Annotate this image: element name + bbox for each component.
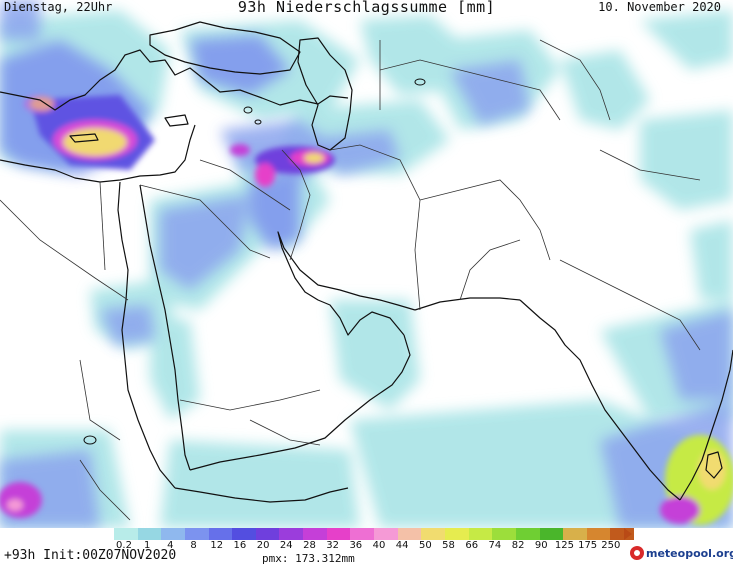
legend-label: 58 (442, 540, 455, 551)
coast-crete (69, 133, 99, 143)
legend-label: 12 (210, 540, 224, 551)
coast-india-east (679, 349, 733, 501)
legend-label: 74 (488, 540, 502, 551)
legend-swatch (468, 528, 493, 540)
lakes (83, 78, 426, 445)
coast-horn-africa (174, 487, 349, 503)
legend-swatch (444, 528, 469, 540)
legend-label: 16 (233, 540, 247, 551)
legend-swatch (515, 528, 540, 540)
legend-swatch (161, 528, 185, 540)
pmax-label: pmx: 173.312mm (262, 552, 355, 565)
coast-arabia-south (189, 334, 411, 471)
weekday-time-label: Dienstag, 22Uhr (4, 0, 113, 14)
legend-label: 8 (190, 540, 197, 551)
color-legend-labels: 0.2 1 4 8 12 16 20 24 28 32 36 40 44 50 58 66 74 82 90 125 1… (114, 540, 634, 552)
legend-swatch (397, 528, 422, 540)
coast-sri-lanka (705, 451, 723, 479)
legend-label: 44 (395, 540, 409, 551)
brand-text: meteopool.org (646, 546, 733, 560)
coast-india-west (519, 299, 681, 501)
legend-swatch (492, 528, 516, 540)
coast-iran-pakistan (414, 297, 521, 311)
legend-label: 175 (578, 540, 598, 551)
legend-swatch (303, 528, 327, 540)
legend-swatch (137, 528, 162, 540)
legend-label: 125 (554, 540, 574, 551)
legend-label: 50 (418, 540, 432, 551)
legend-label: 32 (326, 540, 339, 551)
map-title: 93h Niederschlagssumme [mm] (237, 0, 496, 16)
coast-red-sea-east (139, 184, 191, 471)
legend-label: 36 (349, 540, 363, 551)
precipitation-map (0, 0, 733, 528)
legend-swatch (326, 528, 351, 540)
init-label: +93h Init:00Z07NOV2020 (4, 548, 177, 563)
meteopool-logo[interactable]: meteopool.org (630, 546, 733, 560)
color-legend-bar (114, 528, 635, 540)
legend-swatch (350, 528, 375, 540)
legend-swatch (563, 528, 587, 540)
logo-mark-icon (630, 546, 644, 560)
coast-caspian-sea (297, 37, 353, 151)
precip-heavy-layer (0, 95, 733, 525)
legend-label: 250 (601, 540, 621, 551)
coast-persian-gulf (277, 231, 416, 336)
legend-label: 4 (167, 540, 174, 551)
coast-south-mediterranean (0, 124, 196, 183)
legend-overflow-arrow (624, 528, 632, 540)
legend-label: 82 (511, 540, 525, 551)
legend-label: 40 (372, 540, 386, 551)
legend-swatch (184, 528, 209, 540)
legend-swatch (539, 528, 564, 540)
national-borders (0, 39, 701, 521)
legend-swatch (586, 528, 611, 540)
legend-swatch (114, 528, 138, 540)
legend-label: 66 (465, 540, 479, 551)
legend-label: 1 (143, 540, 151, 551)
legend-label: 24 (279, 540, 293, 551)
legend-swatch (279, 528, 304, 540)
legend-swatch (255, 528, 280, 540)
legend-swatch (232, 528, 256, 540)
coast-red-sea-west (117, 181, 176, 489)
coast-north-mediterranean (0, 49, 349, 111)
legend-swatch (374, 528, 398, 540)
coast-cyprus (164, 114, 189, 127)
legend-label: 0.2 (116, 540, 132, 551)
coastlines (0, 21, 733, 503)
legend-swatch (208, 528, 233, 540)
legend-label: 90 (534, 540, 548, 551)
coast-black-sea (149, 21, 301, 75)
legend-swatch (421, 528, 445, 540)
legend-label: 20 (256, 540, 270, 551)
legend-label: 28 (303, 540, 316, 551)
date-label: 10. November 2020 (598, 0, 721, 14)
